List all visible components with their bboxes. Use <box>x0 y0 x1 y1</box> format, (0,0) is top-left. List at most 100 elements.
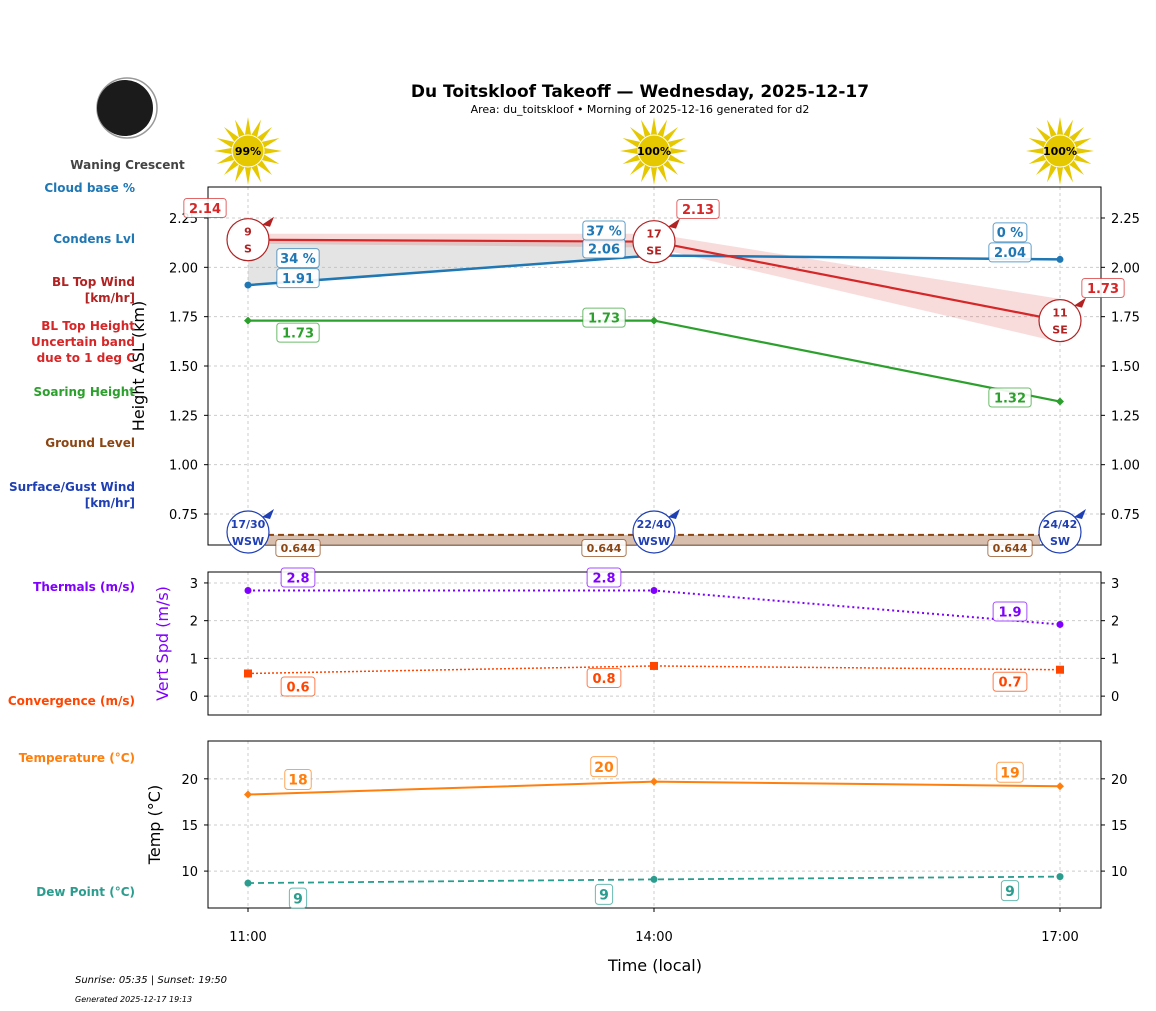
bl-wind-speed: 9 <box>244 226 252 239</box>
y-tick-label-right: 1.75 <box>1111 311 1140 326</box>
sun-ray <box>667 137 686 148</box>
temperature-point <box>244 790 252 799</box>
temperature-label-box <box>590 756 618 778</box>
sun-ray <box>256 159 273 176</box>
sun-ray <box>1063 164 1074 183</box>
sun-ray <box>629 126 646 143</box>
y-tick-label-right: 0.75 <box>1111 508 1140 523</box>
sun-ray <box>662 126 679 143</box>
dew-label: 9 <box>1005 884 1015 900</box>
y-tick-label-right: 15 <box>1111 819 1128 834</box>
sun-ray <box>1046 119 1057 138</box>
surface-wind-speed: 24/42 <box>1043 518 1078 531</box>
sun-ray <box>1056 166 1064 185</box>
y-tick-label: 0 <box>190 690 198 705</box>
sun-ray <box>256 126 273 143</box>
thermals-point <box>1056 620 1064 628</box>
sun-ray <box>251 119 262 138</box>
sun-ray <box>1073 154 1092 165</box>
y-tick-label: 3 <box>190 577 198 592</box>
soaring-label-box <box>582 307 626 328</box>
condens-label-box <box>276 268 320 289</box>
temperature-label-box <box>996 761 1024 783</box>
y-axis-title: Vert Spd (m/s) <box>153 586 172 701</box>
y-tick-label-right: 10 <box>1111 865 1128 880</box>
ground-label-box <box>987 539 1033 557</box>
temperature-point <box>1056 782 1064 791</box>
sun-ray <box>1056 117 1064 136</box>
sun-ray <box>244 117 252 136</box>
sun-ray <box>234 119 245 138</box>
sun-ray <box>251 164 262 183</box>
bl-wind-direction: S <box>244 243 252 256</box>
label-cloud-base: Cloud base % <box>44 181 135 195</box>
ground-label-box <box>581 539 627 557</box>
x-tick-label: 17:00 <box>1041 930 1078 945</box>
y-axis-title: Temp (°C) <box>145 785 164 865</box>
thermals-label: 2.8 <box>592 571 615 586</box>
sun-ray <box>1035 159 1052 176</box>
sun-ray <box>620 147 639 155</box>
sun-ray <box>667 154 686 165</box>
bl-wind-circle <box>1038 299 1082 343</box>
label-bl-wind: BL Top Wind [km/hr] <box>51 275 135 305</box>
moon-waning-crescent-icon <box>97 80 153 136</box>
label-ground: Ground Level <box>45 436 135 450</box>
bl-top-label: 1.73 <box>1087 282 1119 297</box>
sun-ray <box>234 164 245 183</box>
sun-ray <box>244 166 252 185</box>
convergence-point <box>650 661 658 670</box>
dew-point <box>650 875 658 883</box>
x-tick-label: 14:00 <box>635 930 672 945</box>
y-tick-label-right: 3 <box>1111 577 1119 592</box>
sun-ray <box>1075 147 1094 155</box>
sun-ray <box>261 137 280 148</box>
surface-wind-arrow-icon <box>262 509 274 519</box>
sun-ray <box>650 166 658 185</box>
surface-wind-speed: 17/30 <box>231 518 266 531</box>
sun-icon <box>1043 134 1077 168</box>
bl-top-label: 2.13 <box>682 203 714 218</box>
ground-label-box <box>275 539 321 557</box>
surface-wind-arrow-icon <box>668 509 680 519</box>
convergence-point <box>1056 665 1064 674</box>
sun-ray <box>622 154 641 165</box>
dew-label-box <box>288 887 308 909</box>
sun-ray <box>1026 147 1045 155</box>
bl-wind-speed: 11 <box>1052 307 1067 320</box>
thermals-label: 2.8 <box>286 571 309 586</box>
cloud-base-label-box <box>276 248 320 269</box>
thermals-point <box>650 586 658 594</box>
label-bl-top: BL Top Height Uncertain band due to 1 de… <box>31 319 135 365</box>
convergence-label: 0.7 <box>998 676 1021 691</box>
convergence-label-box <box>992 671 1028 692</box>
cloud-base-label: 34 % <box>280 252 316 267</box>
y-tick-label-right: 1 <box>1111 652 1119 667</box>
temperature-label: 18 <box>288 773 307 789</box>
y-tick-label: 1.25 <box>169 409 198 424</box>
label-surface-wind: Surface/Gust Wind [km/hr] <box>9 480 135 510</box>
surface-wind-arrow-icon <box>1074 509 1086 519</box>
y-tick-label: 1.00 <box>169 459 198 474</box>
surface-wind-circle <box>226 510 270 554</box>
cloud-base-label: 37 % <box>586 224 622 239</box>
surface-wind-direction: WSW <box>232 535 264 548</box>
soaring-point <box>650 316 658 325</box>
dew-label-box <box>594 883 614 905</box>
surface-wind-direction: SW <box>1050 535 1070 548</box>
condens-label: 2.04 <box>994 246 1026 261</box>
soaring-label: 1.32 <box>994 391 1026 406</box>
cloud-base-label-box <box>582 220 626 241</box>
ground-label: 0.644 <box>993 542 1028 555</box>
sun-percent-label: 99% <box>235 145 261 158</box>
label-soaring: Soaring Height <box>33 385 136 399</box>
sun-ray <box>650 117 658 136</box>
thermals-line <box>248 589 1061 626</box>
cloud-base-label: 0 % <box>997 226 1024 241</box>
sun-ray <box>261 154 280 165</box>
sun-ray <box>1068 126 1085 143</box>
dew-label: 9 <box>293 891 303 907</box>
sun-ray <box>1073 137 1092 148</box>
